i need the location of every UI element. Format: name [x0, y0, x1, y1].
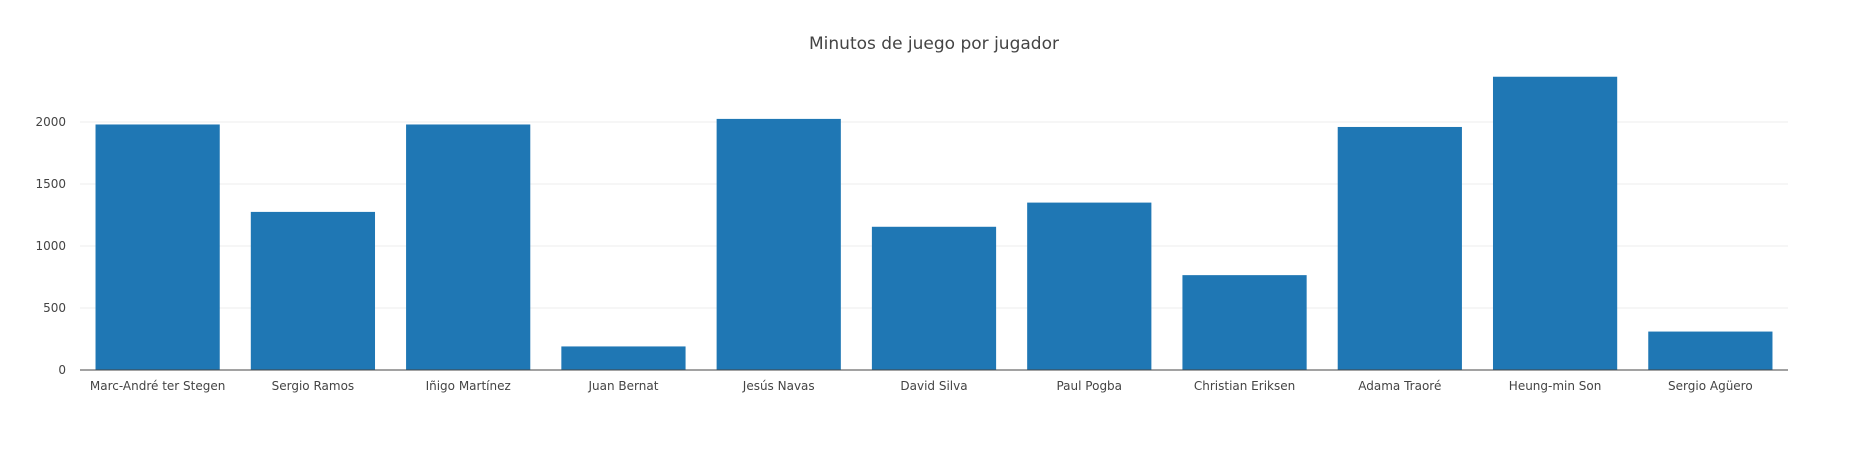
y-tick-label: 500: [43, 301, 66, 315]
axes: 0 500 1000 1500 2000 Marc-André ter Stegen Ser…: [35, 115, 1788, 393]
bar-9: [1337, 126, 1462, 371]
bar-8: [1182, 275, 1307, 370]
bar-1: [95, 124, 220, 370]
y-tick-label: 2000: [35, 115, 66, 129]
bar-4: [561, 346, 686, 370]
x-tick-label: Iñigo Martínez: [426, 379, 511, 393]
y-tick-label: 1500: [35, 177, 66, 191]
x-tick-label: Sergio Ramos: [272, 379, 355, 393]
x-tick-label: Juan Bernat: [587, 379, 658, 393]
x-tick-label: Paul Pogba: [1056, 379, 1122, 393]
bar-11: [1648, 331, 1773, 370]
x-tick-label: Adama Traoré: [1358, 379, 1441, 393]
x-tick-label: Heung-min Son: [1509, 379, 1602, 393]
bar-7: [1027, 202, 1152, 370]
bar-3: [406, 124, 531, 370]
x-tick-label: Christian Eriksen: [1194, 379, 1295, 393]
y-tick-label: 0: [58, 363, 66, 377]
x-tick-label: David Silva: [900, 379, 967, 393]
x-tick-label: Sergio Agüero: [1668, 379, 1753, 393]
x-tick-label: Jesús Navas: [742, 379, 815, 393]
bar-6: [871, 226, 997, 370]
y-tick-label: 1000: [35, 239, 66, 253]
bar-5: [716, 118, 841, 371]
bars: [95, 76, 1773, 371]
x-tick-label: Marc-André ter Stegen: [90, 379, 226, 393]
bar-10: [1492, 76, 1618, 371]
chart-title: Minutos de juego por jugador: [809, 34, 1059, 54]
bar-2: [250, 211, 376, 370]
